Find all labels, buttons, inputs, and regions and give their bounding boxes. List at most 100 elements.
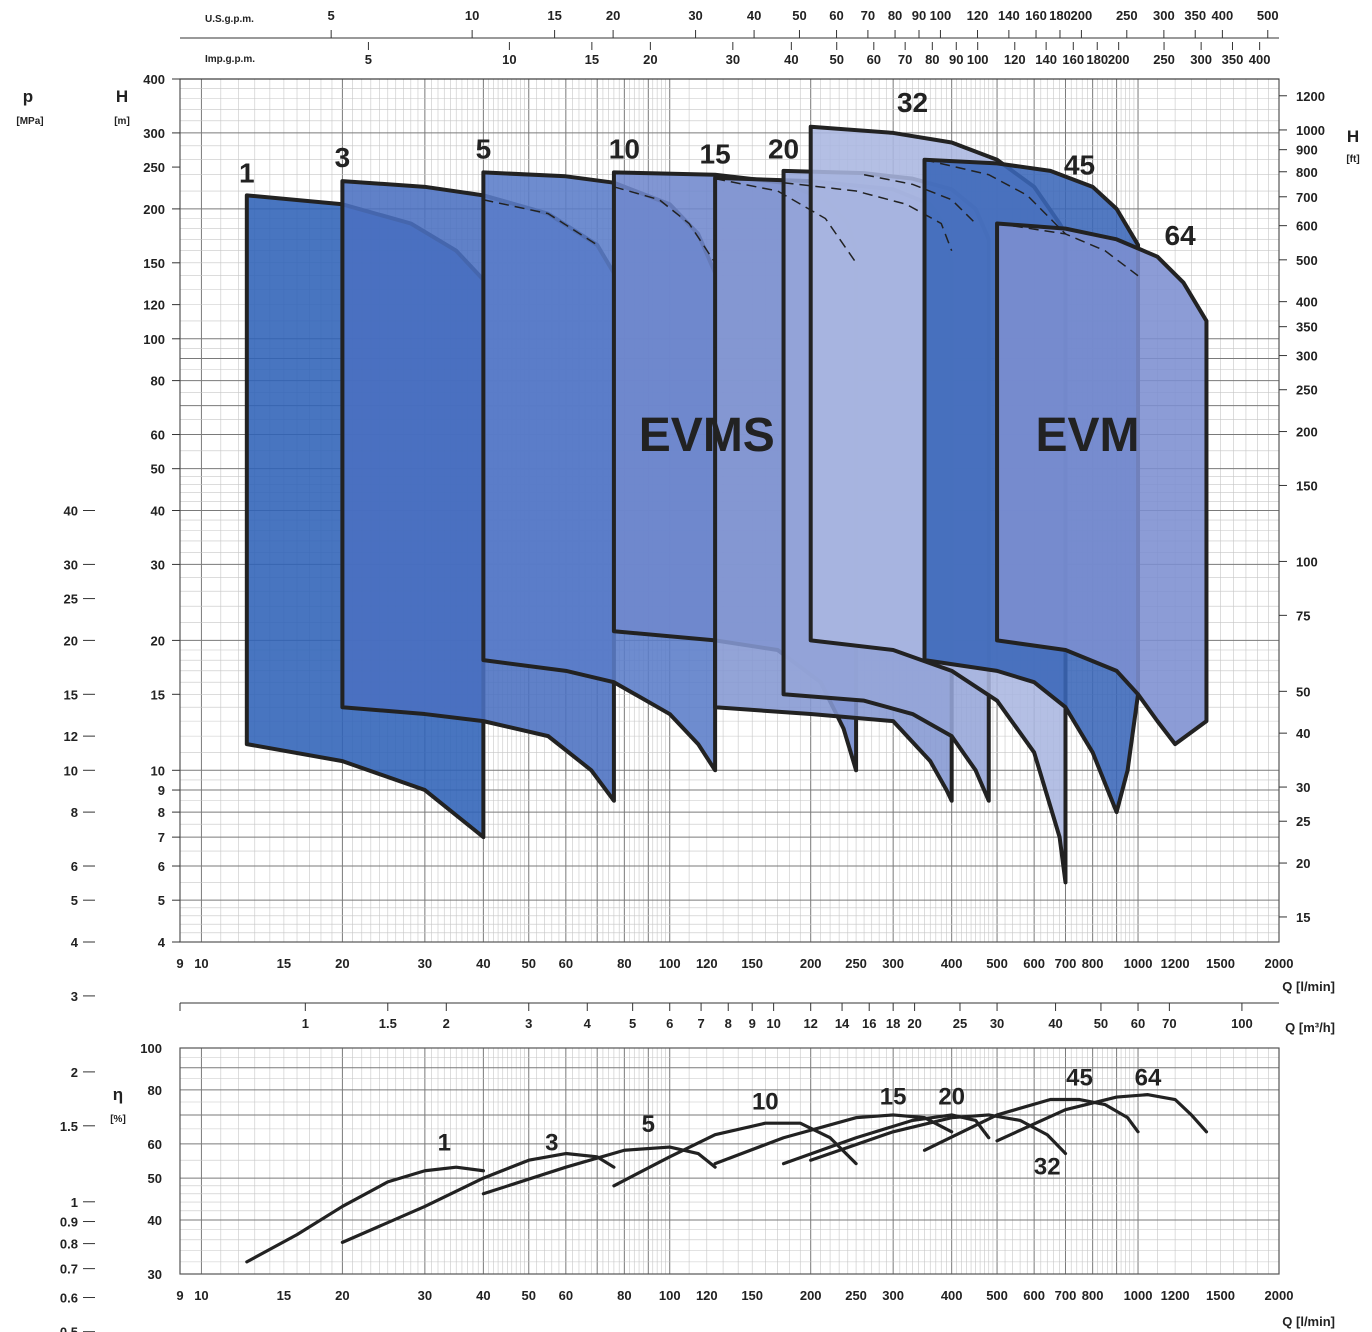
p-tick-label: 0.7 — [60, 1262, 78, 1277]
q-tick-label: 400 — [941, 956, 963, 971]
us-gpm-tick-label: 400 — [1212, 8, 1234, 23]
imp-gpm-tick-label: 100 — [967, 52, 989, 67]
us-gpm-tick-label: 160 — [1025, 8, 1047, 23]
imp-gpm-tick-label: 200 — [1108, 52, 1130, 67]
h-m-tick-label: 40 — [151, 504, 165, 519]
imp-gpm-tick-label: 400 — [1249, 52, 1271, 67]
m3h-tick-label: 3 — [525, 1016, 532, 1031]
eff-q-tick-label: 700 — [1055, 1288, 1077, 1303]
p-tick-label: 8 — [71, 805, 78, 820]
eff-q-tick-label: 200 — [800, 1288, 822, 1303]
eff-q-tick-label: 1500 — [1206, 1288, 1235, 1303]
us-gpm-tick-label: 250 — [1116, 8, 1138, 23]
eff-q-tick-label: 9 — [176, 1288, 183, 1303]
q-tick-label: 20 — [335, 956, 349, 971]
ref-curve-10 — [714, 177, 857, 264]
us-gpm-tick-label: 500 — [1257, 8, 1279, 23]
p-tick-label: 12 — [64, 729, 78, 744]
curve-label-45: 45 — [1064, 150, 1095, 181]
ref-curve-20 — [863, 173, 977, 225]
eta-axis-unit: [%] — [110, 1114, 126, 1125]
p-axis-unit: [MPa] — [16, 116, 43, 127]
m3h-tick-label: 18 — [886, 1016, 900, 1031]
imp-gpm-tick-label: 40 — [784, 52, 798, 67]
eff-line-5 — [481, 1145, 717, 1196]
imp-gpm-tick-label: 70 — [898, 52, 912, 67]
curve-labels: 1 3 5 10 15 20 32 45 64 EVMS EVM — [239, 87, 1196, 462]
us-gpm-tick-label: 300 — [1153, 8, 1175, 23]
h-m-axis-unit: [m] — [114, 116, 130, 127]
q-tick-label: 1000 — [1124, 956, 1153, 971]
p-axis-label: p — [23, 87, 33, 106]
p-tick-label: 4 — [71, 935, 79, 950]
h-m-tick-label: 8 — [158, 805, 165, 820]
h-ft-tick-label: 75 — [1296, 608, 1310, 623]
h-m-tick-label: 4 — [158, 935, 166, 950]
curve-area-64 — [995, 221, 1209, 747]
h-m-tick-label: 15 — [151, 687, 165, 702]
eff-label-10: 10 — [752, 1089, 779, 1116]
p-tick-label: 5 — [71, 893, 78, 908]
p-tick-label: 40 — [64, 504, 78, 519]
h-ft-tick-label: 400 — [1296, 295, 1318, 310]
m3h-tick-label: 50 — [1094, 1016, 1108, 1031]
us-gpm-tick-label: 50 — [792, 8, 806, 23]
h-m-axis-label: H — [116, 87, 128, 106]
ref-curve-32 — [924, 158, 1067, 235]
h-m-tick-label: 400 — [143, 72, 165, 87]
ref-curve-45 — [996, 222, 1139, 277]
family-label-evm: EVM — [1035, 409, 1139, 462]
h-m-tick-label: 30 — [151, 557, 165, 572]
eff-q-tick-label: 800 — [1082, 1288, 1104, 1303]
eff-q-tick-label: 60 — [559, 1288, 573, 1303]
h-m-tick-label: 10 — [151, 763, 165, 778]
eff-q-tick-label: 400 — [941, 1288, 963, 1303]
eff-label-1: 1 — [438, 1129, 451, 1156]
m3h-tick-label: 1 — [302, 1016, 309, 1031]
h-ft-tick-label: 100 — [1296, 554, 1318, 569]
q-tick-label: 50 — [522, 956, 536, 971]
us-gpm-tick-label: 70 — [861, 8, 875, 23]
efficiency-labels: 1 3 5 10 15 20 32 45 64 — [438, 1064, 1162, 1180]
p-tick-label: 0.6 — [60, 1291, 78, 1306]
q-tick-label: 800 — [1082, 956, 1104, 971]
eff-q-tick-label: 15 — [277, 1288, 291, 1303]
eff-q-tick-label: 2000 — [1265, 1288, 1294, 1303]
eff-line-10 — [612, 1121, 858, 1188]
eta-tick-label: 60 — [148, 1137, 162, 1152]
h-ft-tick-label: 40 — [1296, 726, 1310, 741]
eff-frame — [179, 1047, 1280, 1275]
imp-gpm-tick-label: 80 — [925, 52, 939, 67]
h-m-tick-label: 20 — [151, 633, 165, 648]
eff-line-15 — [713, 1113, 954, 1166]
q-tick-label: 150 — [741, 956, 763, 971]
eff-q-tick-label: 120 — [696, 1288, 718, 1303]
imp-gpm-tick-label: 15 — [585, 52, 599, 67]
imp-gpm-tick-label: 20 — [643, 52, 657, 67]
p-tick-label: 15 — [64, 687, 78, 702]
m3h-tick-label: 60 — [1131, 1016, 1145, 1031]
eff-line-1 — [245, 1165, 485, 1264]
h-m-tick-label: 80 — [151, 374, 165, 389]
p-tick-label: 0.8 — [60, 1237, 78, 1252]
eff-label-32: 32 — [1034, 1153, 1061, 1180]
us-gpm-tick-label: 90 — [912, 8, 926, 23]
eff-q-tick-label: 1000 — [1124, 1288, 1153, 1303]
q-tick-label: 1500 — [1206, 956, 1235, 971]
q-axis-label: Q [l/min] — [1282, 979, 1335, 994]
m3h-tick-label: 100 — [1231, 1016, 1253, 1031]
us-gpm-tick-label: 80 — [888, 8, 902, 23]
us-gpm-tick-label: 350 — [1184, 8, 1206, 23]
h-m-tick-label: 250 — [143, 160, 165, 175]
eta-tick-label: 50 — [148, 1171, 162, 1186]
ref-curve-3 — [483, 199, 598, 246]
h-ft-axis-unit: [ft] — [1346, 154, 1359, 165]
h-m-tick-label: 300 — [143, 126, 165, 141]
h-m-tick-label: 150 — [143, 256, 165, 271]
curve-label-5: 5 — [476, 133, 492, 164]
h-ft-tick-label: 50 — [1296, 684, 1310, 699]
eff-line-64 — [995, 1093, 1209, 1143]
h-ft-tick-label: 1000 — [1296, 123, 1325, 138]
q-tick-label: 200 — [800, 956, 822, 971]
